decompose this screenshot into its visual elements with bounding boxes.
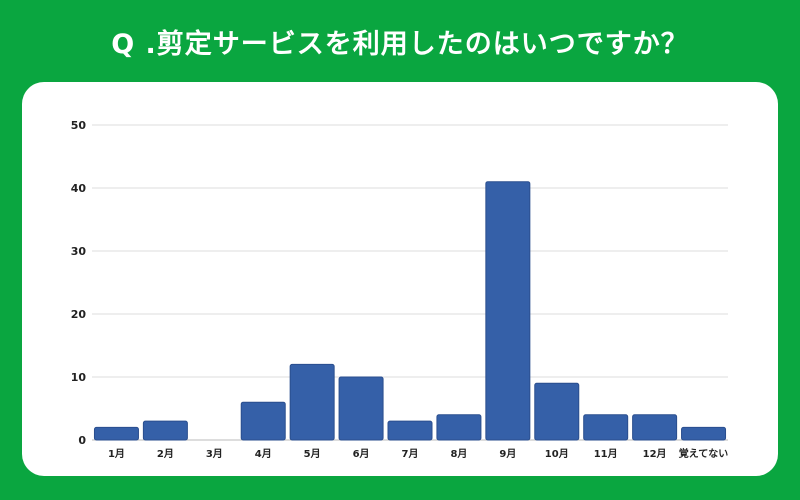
y-tick-label: 50 <box>71 119 87 132</box>
y-tick-label: 20 <box>71 308 87 321</box>
x-tick-label: 6月 <box>353 448 370 460</box>
chart-card: 0 10 20 30 40 50 1月 2月 3月 4月 5月 6月 7月 8月 9月 10月 11月 12月 覚え… <box>22 82 778 476</box>
bar <box>289 363 335 441</box>
x-tick-label: 12月 <box>643 448 667 460</box>
x-tick-label: 10月 <box>545 448 569 460</box>
x-tick-label: 1月 <box>108 448 125 460</box>
bar <box>632 414 678 441</box>
bar <box>387 420 433 441</box>
bar <box>93 426 139 441</box>
bar <box>681 426 727 441</box>
x-tick-label: 3月 <box>206 448 223 460</box>
y-tick-label: 30 <box>71 245 87 258</box>
bar <box>583 414 629 441</box>
bar <box>338 376 384 441</box>
chart-title: Q .剪定サービスを利用したのはいつですか？ <box>111 28 689 60</box>
x-tick-label: 覚えてない <box>679 447 729 460</box>
x-tick-label: 5月 <box>304 448 321 460</box>
x-tick-label: 9月 <box>499 448 516 460</box>
bar-chart: 0 10 20 30 40 50 1月 2月 3月 4月 5月 6月 7月 8月 9月 10月 11月 12月 覚え… <box>71 119 729 460</box>
x-tick-label: 2月 <box>157 448 174 460</box>
bar <box>534 382 580 441</box>
bar <box>142 420 188 441</box>
y-tick-label: 40 <box>71 182 87 195</box>
bar <box>485 181 531 441</box>
x-tick-label: 11月 <box>594 448 618 460</box>
bar <box>436 414 482 441</box>
x-tick-label: 8月 <box>450 448 467 460</box>
y-tick-label: 10 <box>71 371 87 384</box>
bar <box>240 401 286 441</box>
x-tick-label: 4月 <box>255 448 272 460</box>
x-tick-label: 7月 <box>402 448 419 460</box>
y-tick-label: 0 <box>78 434 86 447</box>
